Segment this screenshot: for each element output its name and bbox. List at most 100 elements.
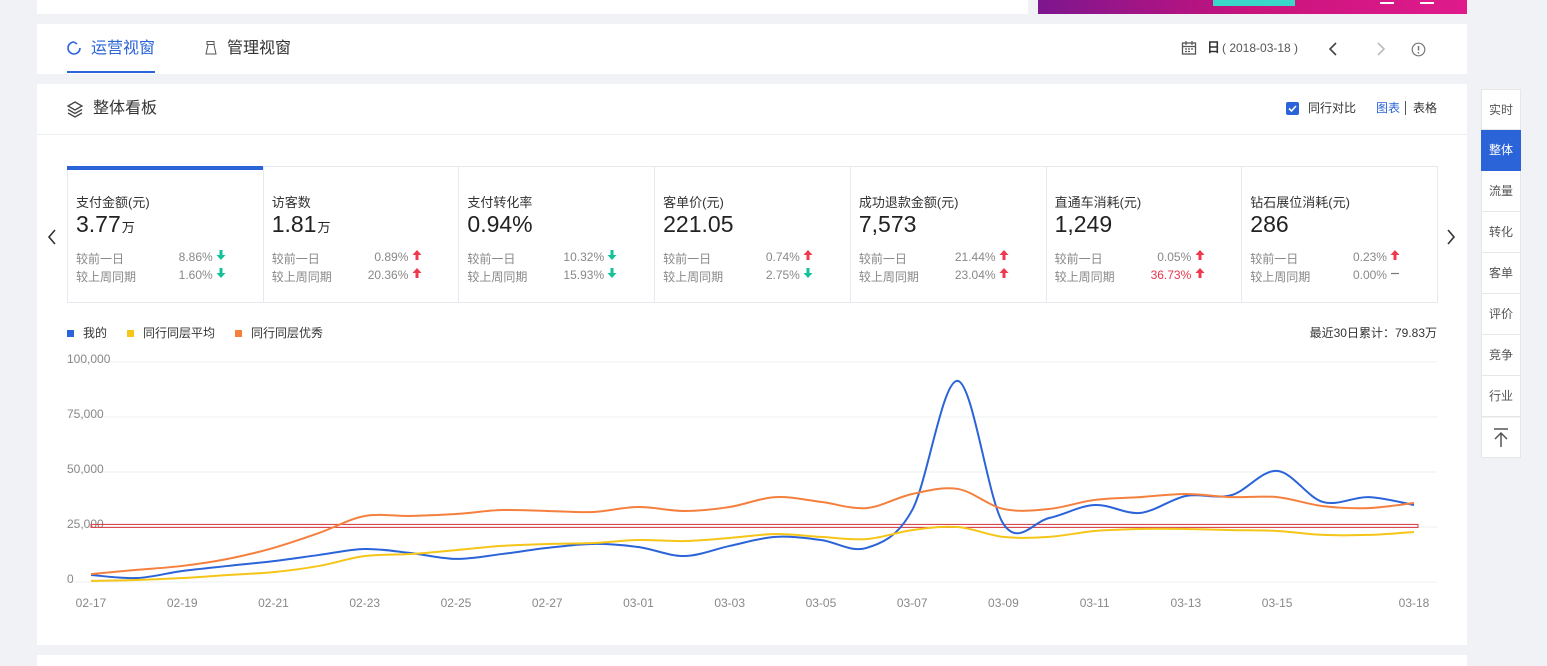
x-tick-label: 02-17: [76, 596, 107, 610]
trend-icon: [412, 268, 422, 278]
metric-value: 1.81万: [272, 211, 331, 238]
trend-icon: [607, 268, 617, 278]
compare-value: 20.36%: [367, 268, 409, 282]
arrow-up: [412, 268, 422, 278]
metric-unit: 万: [121, 220, 135, 235]
side-nav-item[interactable]: 评价: [1481, 294, 1521, 335]
view-table[interactable]: 表格: [1413, 101, 1438, 115]
separator: [1405, 101, 1406, 115]
banner-shape: [1380, 2, 1394, 4]
compare-label: 较前一日: [1054, 252, 1103, 266]
side-nav-item[interactable]: 流量: [1481, 171, 1521, 212]
metric-card[interactable]: 支付金额(元) 3.77万 较前一日 8.86% 较上周同期 1.60%: [67, 166, 264, 303]
metric-label: 直通车消耗(元): [1054, 195, 1142, 210]
x-tick-label: 02-21: [258, 596, 289, 610]
metrics-next[interactable]: [1445, 228, 1457, 246]
metric-card[interactable]: 支付转化率 0.94% 较前一日 10.32% 较上周同期 15.93%: [458, 166, 656, 303]
view-chart[interactable]: 图表: [1376, 101, 1401, 115]
compare-value: 0.89%: [374, 250, 409, 264]
x-tick-label: 03-01: [623, 596, 654, 610]
trend-icon: [412, 250, 422, 260]
compare-label: 较前一日: [1250, 252, 1299, 266]
compare-label: 较前一日: [663, 252, 712, 266]
x-tick-label: 02-25: [441, 596, 472, 610]
trend-icon: [803, 250, 813, 260]
compare-label: 较前一日: [467, 252, 516, 266]
top-card: [37, 0, 1028, 14]
info-icon[interactable]: [1411, 42, 1426, 57]
next-button[interactable]: [1374, 41, 1388, 57]
metric-number: 3.77: [76, 211, 121, 237]
compare-value: 21.44%: [954, 250, 996, 264]
chart-summary: 最近30日累计：79.83万: [1310, 326, 1437, 340]
compare-label[interactable]: 同行对比: [1308, 101, 1357, 115]
x-tick-label: 03-18: [1399, 596, 1430, 610]
compare-label: 较上周同期: [1054, 270, 1115, 284]
metric-value: 1,249: [1055, 211, 1113, 238]
compare-value: 0.05%: [1157, 250, 1192, 264]
compare-value: 8.86%: [178, 250, 213, 264]
tab-underline: [67, 71, 155, 73]
side-nav-item[interactable]: 实时: [1481, 89, 1521, 130]
side-nav-item[interactable]: 行业: [1481, 376, 1521, 417]
x-tick-label: 03-09: [988, 596, 1019, 610]
metric-card[interactable]: 客单价(元) 221.05 较前一日 0.74% 较上周同期 2.75%: [654, 166, 851, 303]
arrow-down: [216, 250, 226, 260]
x-tick-label: 02-27: [532, 596, 563, 610]
x-tick-label: 03-07: [897, 596, 928, 610]
side-nav-item[interactable]: 客单: [1481, 253, 1521, 294]
prev-button[interactable]: [1326, 41, 1340, 57]
metric-label: 支付转化率: [467, 195, 533, 210]
tab[interactable]: 管理视窗: [227, 40, 292, 57]
compare-value: 10.32%: [563, 250, 605, 264]
compare-value: 36.73%: [1150, 268, 1192, 282]
trend-icon: [999, 250, 1009, 260]
layers-icon: [66, 101, 84, 118]
metric-label: 成功退款金额(元): [858, 195, 959, 210]
x-tick-label: 02-23: [349, 596, 380, 610]
compare-value: 1.60%: [178, 268, 213, 282]
metric-card[interactable]: 成功退款金额(元) 7,573 较前一日 21.44% 较上周同期 23.04%: [849, 166, 1047, 303]
metric-unit: 万: [317, 220, 331, 235]
metric-number: 1,249: [1054, 211, 1113, 237]
tab-icon: [67, 41, 81, 55]
metric-number: 286: [1250, 211, 1289, 237]
y-tick-label: 0: [67, 572, 74, 586]
compare-value: 0.00%: [1352, 268, 1387, 282]
compare-value: 15.93%: [563, 268, 605, 282]
side-nav-item[interactable]: 竞争: [1481, 335, 1521, 376]
metric-label: 支付金额(元): [76, 195, 150, 210]
legend-label: 同行同层平均: [143, 326, 215, 340]
y-tick-label: 75,000: [67, 407, 104, 421]
arrow-up: [999, 268, 1009, 278]
metric-card[interactable]: 访客数 1.81万 较前一日 0.89% 较上周同期 20.36%: [262, 166, 460, 303]
y-tick-label: 50,000: [67, 462, 104, 476]
tab[interactable]: 运营视窗: [91, 40, 156, 57]
metric-value: 221.05: [663, 211, 733, 238]
arrow-up: [1195, 250, 1205, 260]
compare-label: 较前一日: [858, 252, 907, 266]
series-line: [90, 487, 1415, 576]
arrow-up: [1390, 250, 1400, 260]
checkbox[interactable]: [1286, 102, 1299, 115]
metric-number: 1.81: [271, 211, 317, 237]
banner[interactable]: [1038, 0, 1467, 14]
x-tick-label: 03-15: [1262, 596, 1293, 610]
compare-label: 较前一日: [271, 252, 320, 266]
compare-value: 0.74%: [765, 250, 800, 264]
metric-label: 钻石展位消耗(元): [1250, 195, 1350, 210]
side-nav-item[interactable]: 整体: [1481, 130, 1521, 171]
arrow-up: [999, 250, 1009, 260]
calendar-icon[interactable]: [1181, 40, 1197, 56]
x-tick-label: 03-05: [806, 596, 837, 610]
metric-card[interactable]: 钻石展位消耗(元) 286 较前一日 0.23% 较上周同期 0.00%: [1241, 166, 1438, 303]
compare-label: 较上周同期: [76, 270, 137, 284]
date-mode[interactable]: 日: [1207, 40, 1221, 55]
side-nav-item[interactable]: 转化: [1481, 212, 1521, 253]
back-to-top[interactable]: [1481, 417, 1521, 458]
metrics-prev[interactable]: [46, 228, 58, 246]
legend-label: 同行同层优秀: [251, 326, 323, 340]
trend-icon: [216, 268, 226, 278]
date-value: ( 2018-03-18 ): [1222, 41, 1299, 55]
